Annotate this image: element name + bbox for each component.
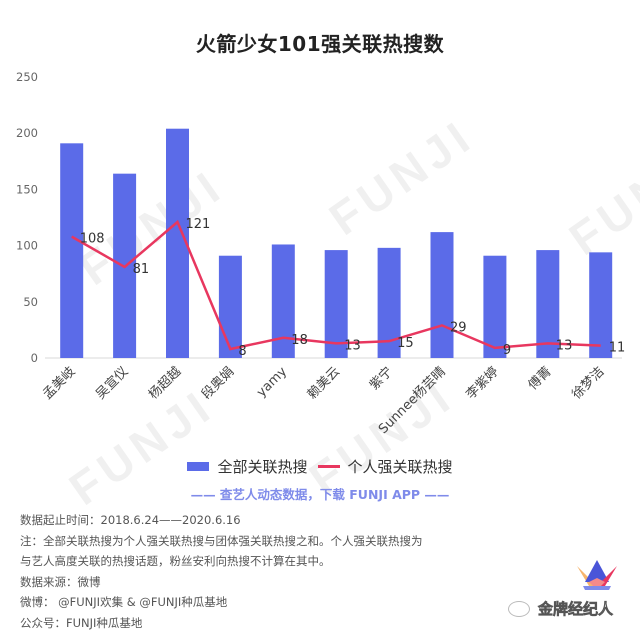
line-data-label: 108 bbox=[80, 232, 105, 247]
line-series bbox=[71, 219, 601, 351]
y-tick-label: 50 bbox=[23, 295, 38, 309]
bar bbox=[430, 232, 454, 358]
line-data-label: 18 bbox=[291, 333, 308, 348]
x-tick-label: 李紫婷 bbox=[463, 364, 502, 403]
bar-series bbox=[60, 128, 613, 358]
line-data-label: 81 bbox=[133, 262, 150, 277]
note-weibo: 微博： @FUNJI欢集 & @FUNJI种瓜基地 bbox=[20, 595, 228, 609]
notes: 数据起止时间：2018.6.24——2020.6.16 注：全部关联热搜为个人强… bbox=[20, 510, 423, 633]
x-tick-label: 吴宣仪 bbox=[93, 364, 132, 403]
bar bbox=[324, 250, 348, 358]
line-data-label: 29 bbox=[450, 320, 467, 335]
bar bbox=[218, 255, 242, 358]
line-data-label: 8 bbox=[238, 344, 246, 359]
bar bbox=[589, 252, 613, 358]
legend-line-swatch bbox=[317, 465, 340, 468]
line-data-label: 13 bbox=[556, 338, 573, 353]
y-axis: 0 50 100 150 200 250 bbox=[16, 70, 38, 365]
x-tick-label: yamy bbox=[254, 364, 290, 400]
note-date-range: 数据起止时间：2018.6.24——2020.6.16 bbox=[20, 513, 241, 527]
note-wechat-account: 公众号：FUNJI种瓜基地 bbox=[20, 615, 143, 630]
line-data-label: 121 bbox=[186, 217, 211, 232]
x-tick-label: 赖美云 bbox=[305, 364, 343, 402]
bar bbox=[166, 128, 189, 358]
bar bbox=[377, 247, 401, 358]
line-data-label: 13 bbox=[344, 338, 361, 353]
bar bbox=[60, 143, 84, 358]
wechat-icon bbox=[508, 600, 530, 617]
legend-line-label: 个人强关联热搜 bbox=[347, 458, 453, 476]
y-tick-label: 150 bbox=[16, 182, 38, 196]
note-definition: 注：全部关联热搜为个人强关联热搜与团体强关联热搜之和。个人强关联热搜为 bbox=[20, 533, 423, 548]
legend-bar-label: 全部关联热搜 bbox=[217, 458, 308, 476]
brand-name: 金牌经纪人 bbox=[538, 600, 614, 619]
promo-text: —— 查艺人动态数据，下载 FUNJI APP —— bbox=[190, 487, 450, 502]
line-data-label: 9 bbox=[503, 343, 511, 358]
bar bbox=[271, 244, 295, 358]
legend: 全部关联热搜 个人强关联热搜 bbox=[0, 456, 640, 477]
note-definition-cont: 与艺人高度关联的热搜话题，粉丝安利向热搜不计算在其中。 bbox=[20, 554, 331, 568]
line-data-label: 15 bbox=[397, 336, 414, 351]
legend-bar-swatch bbox=[187, 462, 210, 471]
x-tick-label: 孟美岐 bbox=[40, 364, 78, 402]
x-tick-label: 徐梦洁 bbox=[569, 364, 607, 402]
y-tick-label: 0 bbox=[31, 351, 38, 365]
x-tick-label: 紫宁 bbox=[366, 364, 396, 394]
chart-area: 0 50 100 150 200 250 108 81 121 8 18 13 15 29 9 13 11 孟… bbox=[16, 70, 626, 438]
chart-title: 火箭少女101强关联热搜数 bbox=[195, 32, 445, 56]
x-tick-label: 段奥娟 bbox=[199, 364, 237, 402]
line-data-label: 11 bbox=[609, 341, 626, 356]
x-tick-label: 杨超越 bbox=[146, 364, 184, 402]
x-tick-label: 傅菁 bbox=[526, 364, 555, 393]
note-source: 数据来源：微博 bbox=[20, 574, 101, 589]
y-tick-label: 250 bbox=[16, 70, 38, 84]
bar bbox=[483, 255, 507, 358]
crown-logo-icon bbox=[577, 560, 617, 590]
y-tick-label: 200 bbox=[16, 126, 38, 140]
data-labels: 108 81 121 8 18 13 15 29 9 13 11 bbox=[80, 217, 626, 359]
brand-watermark: 金牌经纪人 bbox=[508, 598, 613, 619]
bar bbox=[536, 250, 560, 358]
y-tick-label: 100 bbox=[16, 239, 38, 253]
